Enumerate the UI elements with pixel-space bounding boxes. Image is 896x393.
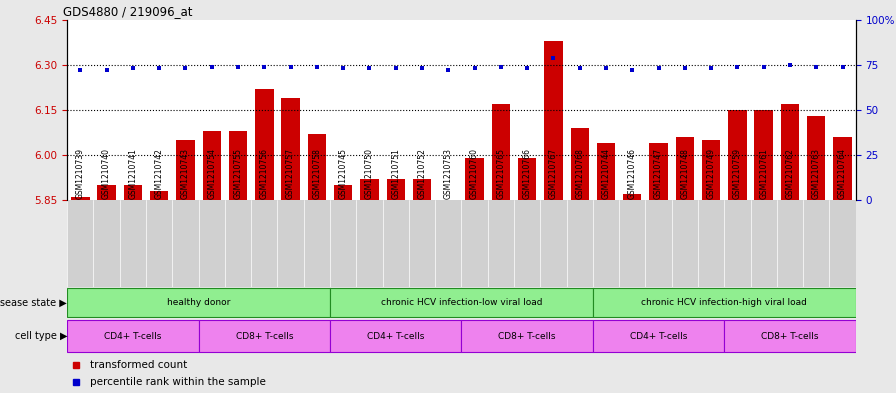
- Bar: [281, 98, 300, 200]
- Point: [283, 64, 297, 70]
- Text: disease state ▶: disease state ▶: [0, 298, 67, 308]
- Point: [362, 65, 376, 72]
- Bar: [623, 195, 642, 200]
- Bar: [780, 104, 799, 200]
- Bar: [518, 158, 537, 200]
- Bar: [465, 158, 484, 200]
- Bar: [593, 320, 724, 352]
- Bar: [544, 41, 563, 200]
- Bar: [650, 143, 668, 200]
- Bar: [593, 288, 856, 317]
- Point: [389, 65, 403, 72]
- Point: [573, 65, 587, 72]
- Bar: [386, 179, 405, 200]
- Bar: [461, 320, 593, 352]
- Point: [520, 65, 534, 72]
- Point: [468, 65, 482, 72]
- Point: [809, 64, 823, 70]
- Text: cell type ▶: cell type ▶: [14, 331, 67, 341]
- Point: [651, 65, 666, 72]
- Bar: [228, 131, 247, 200]
- Point: [677, 65, 692, 72]
- Bar: [571, 128, 589, 200]
- Bar: [728, 110, 746, 200]
- Bar: [71, 197, 90, 200]
- Bar: [754, 110, 773, 200]
- Bar: [98, 185, 116, 200]
- Point: [99, 67, 114, 73]
- Bar: [833, 137, 852, 200]
- Bar: [676, 137, 694, 200]
- Bar: [67, 288, 330, 317]
- Bar: [330, 320, 461, 352]
- Bar: [330, 288, 593, 317]
- Bar: [702, 140, 720, 200]
- Bar: [177, 140, 194, 200]
- Text: percentile rank within the sample: percentile rank within the sample: [90, 377, 265, 387]
- Bar: [307, 134, 326, 200]
- Text: healthy donor: healthy donor: [167, 298, 230, 307]
- Point: [336, 65, 350, 72]
- Point: [730, 64, 745, 70]
- Bar: [255, 89, 273, 200]
- Point: [257, 64, 271, 70]
- Bar: [334, 185, 352, 200]
- Text: CD4+ T-cells: CD4+ T-cells: [367, 332, 425, 340]
- Text: CD4+ T-cells: CD4+ T-cells: [630, 332, 687, 340]
- Text: CD8+ T-cells: CD8+ T-cells: [762, 332, 819, 340]
- Bar: [360, 179, 379, 200]
- Text: chronic HCV infection-high viral load: chronic HCV infection-high viral load: [642, 298, 807, 307]
- Bar: [724, 320, 856, 352]
- Text: CD4+ T-cells: CD4+ T-cells: [104, 332, 161, 340]
- Bar: [67, 320, 199, 352]
- Point: [204, 64, 219, 70]
- Bar: [597, 143, 616, 200]
- Point: [178, 65, 193, 72]
- Text: GDS4880 / 219096_at: GDS4880 / 219096_at: [64, 6, 193, 18]
- Text: transformed count: transformed count: [90, 360, 187, 370]
- Point: [231, 64, 246, 70]
- Point: [441, 67, 455, 73]
- Point: [625, 67, 640, 73]
- Point: [835, 64, 849, 70]
- Bar: [124, 185, 142, 200]
- Point: [704, 65, 719, 72]
- Bar: [202, 131, 221, 200]
- Text: CD8+ T-cells: CD8+ T-cells: [498, 332, 556, 340]
- Text: CD8+ T-cells: CD8+ T-cells: [236, 332, 293, 340]
- Point: [494, 64, 508, 70]
- Bar: [413, 179, 431, 200]
- Point: [599, 65, 613, 72]
- Point: [152, 65, 167, 72]
- Point: [125, 65, 140, 72]
- Point: [73, 67, 88, 73]
- Point: [756, 64, 771, 70]
- Bar: [150, 191, 168, 200]
- Point: [547, 55, 561, 61]
- Bar: [199, 320, 330, 352]
- Point: [415, 65, 429, 72]
- Point: [783, 62, 797, 68]
- Bar: [807, 116, 825, 200]
- Text: chronic HCV infection-low viral load: chronic HCV infection-low viral load: [381, 298, 542, 307]
- Point: [310, 64, 324, 70]
- Bar: [492, 104, 510, 200]
